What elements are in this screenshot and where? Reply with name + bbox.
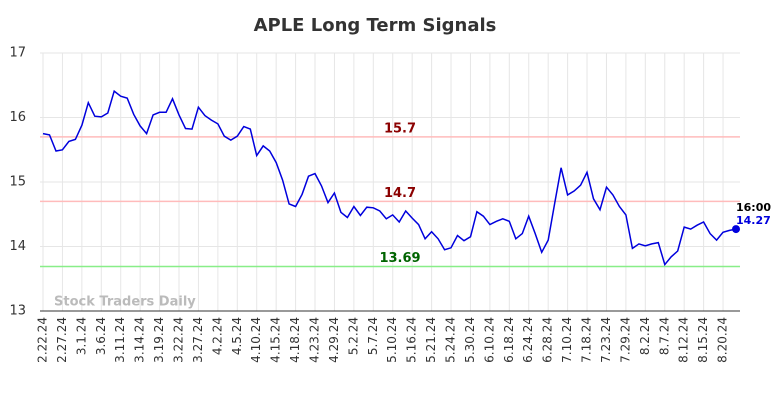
x-tick-label: 4.5.24 (230, 317, 244, 355)
x-tick-label: 3.22.24 (172, 317, 186, 363)
end-dot (732, 225, 740, 234)
x-tick-label: 3.14.24 (133, 317, 147, 363)
x-tick-label: 3.27.24 (191, 317, 205, 363)
watermark: Stock Traders Daily (54, 295, 196, 310)
y-tick-label: 13 (9, 304, 26, 319)
end-value: 14.27 (736, 214, 771, 227)
y-tick-label: 16 (9, 110, 26, 125)
x-tick-label: 4.23.24 (308, 317, 322, 363)
x-tick-label: 6.28.24 (541, 317, 555, 363)
end-time: 16:00 (736, 201, 771, 214)
x-tick-label: 4.29.24 (327, 317, 341, 363)
y-tick-label: 17 (9, 46, 26, 61)
x-tick-label: 8.20.24 (716, 317, 730, 363)
x-tick-label: 5.2.24 (346, 317, 360, 355)
x-tick-label: 5.24.24 (444, 317, 458, 363)
x-tick-label: 4.10.24 (249, 317, 263, 363)
signal-label: 15.7 (384, 121, 416, 136)
x-tick-label: 6.24.24 (521, 317, 535, 363)
x-tick-label: 3.1.24 (74, 317, 88, 355)
x-tick-label: 3.6.24 (94, 317, 108, 355)
x-tick-label: 8.15.24 (696, 317, 710, 363)
x-tick-label: 7.23.24 (599, 317, 613, 363)
x-tick-label: 2.27.24 (55, 317, 69, 363)
x-tick-label: 3.11.24 (113, 317, 127, 363)
x-tick-label: 4.2.24 (210, 317, 224, 355)
x-tick-label: 6.18.24 (502, 317, 516, 363)
x-tick-label: 4.18.24 (288, 317, 302, 363)
signal-label: 13.69 (379, 251, 420, 266)
x-tick-label: 6.10.24 (482, 317, 496, 363)
x-tick-label: 7.29.24 (618, 317, 632, 363)
x-tick-label: 8.12.24 (677, 317, 691, 363)
x-tick-label: 5.16.24 (405, 317, 419, 363)
x-tick-label: 5.10.24 (385, 317, 399, 363)
x-tick-label: 8.2.24 (638, 317, 652, 355)
y-tick-label: 14 (9, 239, 26, 254)
x-tick-label: 4.15.24 (269, 317, 283, 363)
x-tick-label: 3.19.24 (152, 317, 166, 363)
x-tick-label: 5.7.24 (366, 317, 380, 355)
chart-title: APLE Long Term Signals (254, 15, 497, 36)
x-tick-label: 5.21.24 (424, 317, 438, 363)
signal-label: 14.7 (384, 186, 416, 201)
x-tick-label: 5.30.24 (463, 317, 477, 363)
y-tick-label: 15 (9, 175, 26, 190)
x-tick-label: 7.18.24 (580, 317, 594, 363)
x-tick-label: 2.22.24 (36, 317, 50, 363)
price-line (42, 89, 737, 267)
x-tick-label: 7.10.24 (560, 317, 574, 363)
x-tick-label: 8.7.24 (657, 317, 671, 355)
